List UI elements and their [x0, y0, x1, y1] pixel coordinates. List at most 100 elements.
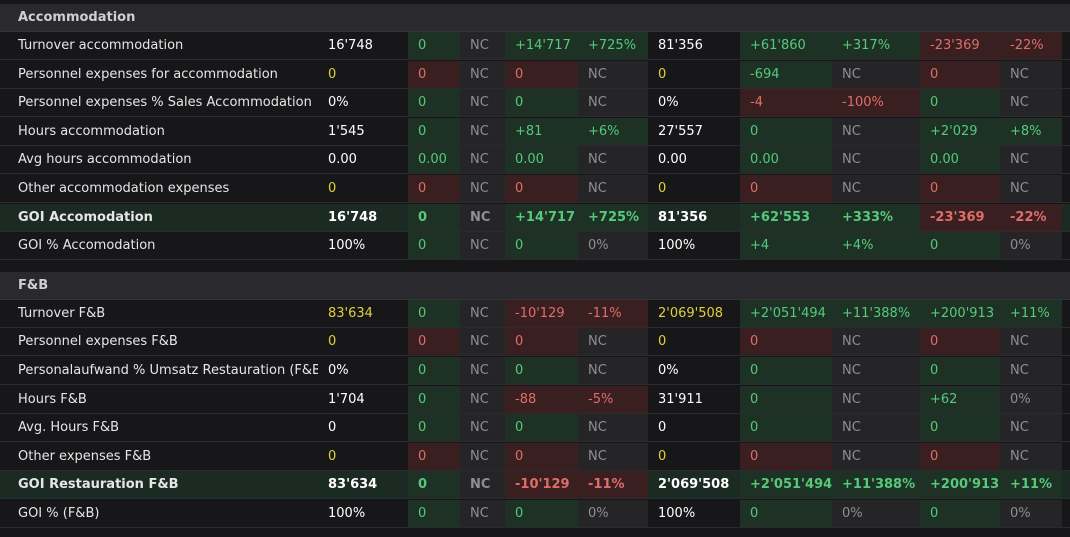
value-cell: NC: [1000, 328, 1062, 356]
value-cell: 0.00: [408, 146, 460, 174]
value-cell: 83'634: [328, 305, 373, 321]
value-cell: +4: [740, 232, 832, 260]
value-cell: -22%: [1000, 203, 1062, 231]
table-row[interactable]: Hours F&B 1'704 0 NC -88 -5% 31'911 0 NC +62 0%: [0, 385, 1070, 414]
value-cell: 0.00: [505, 146, 578, 174]
value-cell: +61'860: [740, 32, 832, 59]
value-cell: 0: [920, 414, 1000, 442]
value-cell: 0.00: [920, 146, 1000, 174]
value-cell: 0: [328, 66, 337, 82]
value-cell: 0: [920, 60, 1000, 88]
value-cell: 0: [408, 203, 460, 231]
row-label: GOI % Accomodation: [18, 238, 156, 254]
table-row[interactable]: Other expenses F&B 0 0 NC 0 NC 0 0 NC 0 NC: [0, 442, 1070, 471]
value-cell: +725%: [578, 203, 648, 231]
table-row[interactable]: Personnel expenses for accommodation 0 0 NC…: [0, 60, 1070, 89]
value-cell: +11'388%: [832, 471, 920, 499]
value-cell: 0: [408, 414, 460, 442]
value-cell: 0.00: [328, 152, 357, 168]
table-row[interactable]: Hours accommodation 1'545 0 NC +81 +6% 27'557 0…: [0, 117, 1070, 146]
value-cell: 0: [505, 500, 578, 527]
value-cell: NC: [460, 117, 505, 145]
value-cell: 0: [740, 117, 832, 145]
value-cell: 0: [328, 181, 337, 196]
table-row[interactable]: GOI % (F&B) 100% 0 NC 0 0% 100% 0 0% 0 0%: [0, 500, 1070, 528]
value-cell: 0: [408, 442, 460, 470]
table-row[interactable]: Turnover accommodation 16'748 0 NC +14'717 +7…: [0, 32, 1070, 60]
value-cell: 0: [658, 181, 667, 196]
value-cell: 1'704: [328, 391, 365, 407]
table-row[interactable]: Other accommodation expenses 0 0 NC 0 NC 0 0 NC 0…: [0, 175, 1070, 203]
value-cell: -88: [505, 385, 578, 413]
row-label: Personnel expenses % Sales Accommodation: [18, 95, 312, 111]
table-row[interactable]: GOI Accomodation 16'748 0 NC +14'717 +725% 81'…: [0, 203, 1070, 232]
value-cell: +333%: [832, 203, 920, 231]
value-cell: 0%: [328, 363, 349, 378]
value-cell: 0: [505, 442, 578, 470]
value-cell: NC: [578, 357, 648, 384]
row-label: Hours accommodation: [18, 123, 165, 139]
table-row[interactable]: Personnel expenses % Sales Accommodation…: [0, 89, 1070, 118]
value-cell: NC: [460, 232, 505, 260]
table-row[interactable]: Personalaufwand % Umsatz Restauration (F…: [0, 357, 1070, 385]
value-cell: -22%: [1000, 32, 1062, 59]
value-cell: +2'051'494: [740, 471, 832, 499]
value-cell: 0%: [658, 363, 679, 378]
value-cell: NC: [460, 175, 505, 202]
row-label: Avg hours accommodation: [18, 152, 192, 168]
row-label: Turnover F&B: [18, 305, 106, 321]
value-cell: +8%: [1000, 117, 1062, 145]
table-row[interactable]: Turnover F&B 83'634 0 NC -10'129 -11% 2'069'50…: [0, 299, 1070, 328]
value-cell: 2'069'508: [658, 477, 730, 493]
value-cell: 100%: [328, 238, 366, 254]
table-row[interactable]: GOI Restauration F&B 83'634 0 NC -10'129 -11%…: [0, 471, 1070, 500]
section-header: Accommodation: [0, 4, 1070, 32]
value-cell: +2'051'494: [740, 299, 832, 327]
value-cell: 0: [658, 448, 667, 464]
value-cell: +11%: [1000, 471, 1062, 499]
value-cell: -11%: [578, 299, 648, 327]
value-cell: -11%: [578, 471, 648, 499]
value-cell: 0: [658, 420, 667, 436]
value-cell: 0: [408, 32, 460, 59]
value-cell: -23'369: [920, 32, 1000, 59]
table-row[interactable]: Avg hours accommodation 0.00 0.00 NC 0.00 NC 0…: [0, 146, 1070, 175]
value-cell: NC: [832, 414, 920, 442]
value-cell: NC: [460, 357, 505, 384]
value-cell: +317%: [832, 32, 920, 59]
row-label: GOI % (F&B): [18, 506, 100, 521]
row-label: Avg. Hours F&B: [18, 420, 120, 436]
table-row[interactable]: GOI % Accomodation 100% 0 NC 0 0% 100% +4 +4% 0 0%: [0, 232, 1070, 261]
value-cell: NC: [1000, 146, 1062, 174]
value-cell: 0.00: [740, 146, 832, 174]
value-cell: 0: [408, 175, 460, 202]
value-cell: 0: [408, 60, 460, 88]
table-row[interactable]: Personnel expenses F&B 0 0 NC 0 NC 0 0 NC 0 NC: [0, 328, 1070, 357]
value-cell: 0: [408, 500, 460, 527]
value-cell: NC: [460, 414, 505, 442]
value-cell: 0: [328, 448, 337, 464]
value-cell: NC: [832, 328, 920, 356]
value-cell: 0: [408, 385, 460, 413]
value-cell: NC: [832, 146, 920, 174]
value-cell: -4: [740, 89, 832, 117]
value-cell: NC: [460, 203, 505, 231]
value-cell: +11%: [1000, 299, 1062, 327]
value-cell: 81'356: [658, 209, 708, 225]
value-cell: -100%: [832, 89, 920, 117]
value-cell: 0%: [658, 95, 679, 111]
value-cell: 0: [408, 117, 460, 145]
value-cell: NC: [832, 175, 920, 202]
value-cell: 0: [328, 420, 337, 436]
value-cell: 0: [505, 414, 578, 442]
value-cell: 0: [505, 60, 578, 88]
value-cell: NC: [460, 385, 505, 413]
value-cell: 0: [505, 328, 578, 356]
value-cell: 0: [740, 385, 832, 413]
value-cell: NC: [460, 299, 505, 327]
value-cell: +81: [505, 117, 578, 145]
value-cell: NC: [578, 328, 648, 356]
value-cell: 0: [740, 414, 832, 442]
table-row[interactable]: Avg. Hours F&B 0 0 NC 0 NC 0 0 NC 0 NC: [0, 414, 1070, 443]
